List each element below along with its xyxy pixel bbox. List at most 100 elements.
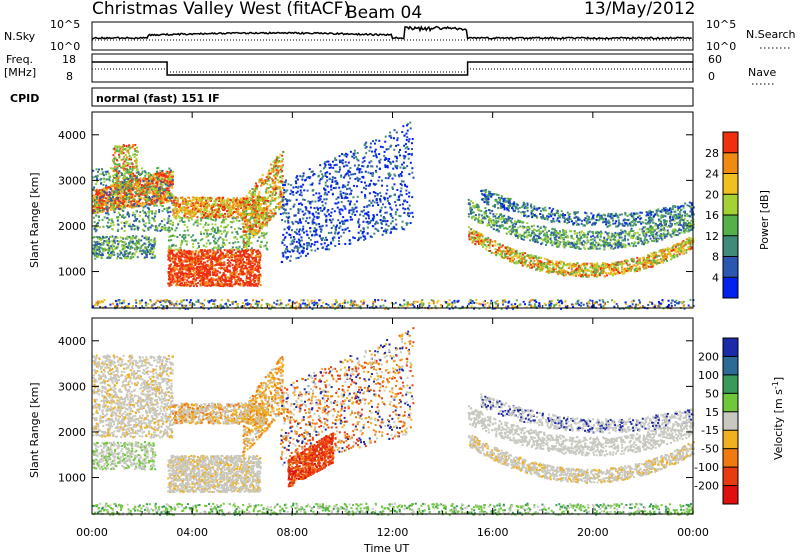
data-point <box>111 218 113 220</box>
data-point <box>274 198 276 200</box>
data-point <box>261 226 263 228</box>
data-point <box>202 226 204 228</box>
data-point <box>156 188 158 190</box>
data-point <box>190 203 192 205</box>
data-point <box>107 202 109 204</box>
data-point <box>134 248 136 250</box>
data-point <box>128 169 130 171</box>
data-point <box>251 216 253 218</box>
data-point <box>248 192 250 194</box>
data-point <box>135 158 137 160</box>
data-point <box>228 242 230 244</box>
data-point <box>127 178 129 180</box>
data-point <box>262 214 264 216</box>
data-point <box>241 255 243 257</box>
data-point <box>242 283 244 285</box>
data-point <box>151 192 153 194</box>
data-point <box>133 196 135 198</box>
data-point <box>169 253 171 255</box>
data-point <box>110 236 112 238</box>
data-point <box>96 201 98 203</box>
data-point <box>172 208 174 210</box>
data-point <box>129 248 131 250</box>
data-point <box>132 241 134 243</box>
data-point <box>273 175 275 177</box>
data-point <box>184 230 186 232</box>
data-point <box>134 156 136 158</box>
data-point <box>280 191 282 193</box>
data-point <box>211 263 213 265</box>
data-point <box>192 280 194 282</box>
data-point <box>123 245 125 247</box>
data-point <box>183 209 185 211</box>
data-point <box>105 197 107 199</box>
data-point <box>120 252 122 254</box>
data-point <box>138 241 140 243</box>
data-point <box>184 273 186 275</box>
data-point <box>128 253 130 255</box>
data-point <box>255 224 257 226</box>
data-point <box>164 173 166 175</box>
data-point <box>263 207 265 209</box>
data-point <box>237 262 239 264</box>
data-point <box>179 275 181 277</box>
data-point <box>239 254 241 256</box>
data-point <box>124 204 126 206</box>
data-point <box>112 208 114 210</box>
data-point <box>221 213 223 215</box>
freq-label: Freq. <box>6 53 33 66</box>
data-point <box>287 250 289 252</box>
data-point <box>236 238 238 240</box>
data-point <box>243 261 245 263</box>
data-point <box>228 278 230 280</box>
data-point <box>224 244 226 246</box>
data-point <box>120 167 122 169</box>
data-point <box>104 216 106 218</box>
noise-right-tick-bottom: 10^0 <box>706 40 736 53</box>
data-point <box>207 265 209 267</box>
data-point <box>211 266 213 268</box>
data-point <box>103 178 105 180</box>
data-point <box>186 273 188 275</box>
data-point <box>221 255 223 257</box>
data-point <box>152 253 154 255</box>
data-point <box>103 181 105 183</box>
data-point <box>127 149 129 151</box>
data-point <box>240 198 242 200</box>
data-point <box>121 173 123 175</box>
data-point <box>155 212 157 214</box>
data-point <box>234 256 236 258</box>
data-point <box>256 265 258 267</box>
data-point <box>154 202 156 204</box>
data-point <box>246 274 248 276</box>
data-point <box>388 158 390 160</box>
data-point <box>214 203 216 205</box>
data-point <box>241 236 243 238</box>
data-point <box>97 222 99 224</box>
data-point <box>144 211 146 213</box>
data-point <box>232 203 234 205</box>
data-point <box>102 184 104 186</box>
data-point <box>252 258 254 260</box>
data-point <box>204 197 206 199</box>
data-point <box>139 180 141 182</box>
data-point <box>202 254 204 256</box>
data-point <box>246 231 248 233</box>
data-point <box>131 236 133 238</box>
data-point <box>249 197 251 199</box>
data-point <box>183 267 185 269</box>
data-point <box>188 234 190 236</box>
data-point <box>136 186 138 188</box>
data-point <box>193 285 195 287</box>
data-point <box>125 202 127 204</box>
data-point <box>200 218 202 220</box>
data-point <box>116 164 118 166</box>
data-point <box>139 185 141 187</box>
data-point <box>214 251 216 253</box>
data-point <box>179 203 181 205</box>
data-point <box>168 196 170 198</box>
data-point <box>216 247 218 249</box>
data-point <box>113 238 115 240</box>
data-point <box>310 207 312 209</box>
data-point <box>100 190 102 192</box>
